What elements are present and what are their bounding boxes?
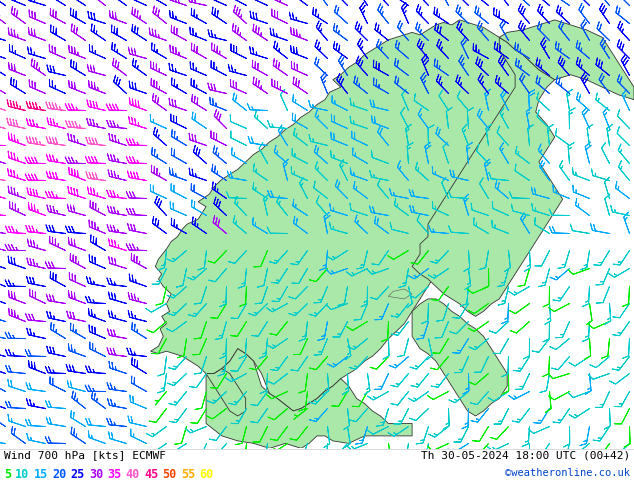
Polygon shape — [412, 37, 563, 317]
Text: ©weatheronline.co.uk: ©weatheronline.co.uk — [505, 468, 630, 478]
Text: 15: 15 — [34, 468, 48, 481]
Text: 50: 50 — [162, 468, 177, 481]
Text: 45: 45 — [144, 468, 158, 481]
Text: 60: 60 — [199, 468, 214, 481]
Text: 10: 10 — [15, 468, 29, 481]
Text: 35: 35 — [107, 468, 122, 481]
Text: Wind 700 hPa [kts] ECMWF: Wind 700 hPa [kts] ECMWF — [4, 450, 166, 460]
Text: 40: 40 — [126, 468, 140, 481]
Text: 55: 55 — [181, 468, 195, 481]
Polygon shape — [206, 368, 246, 416]
Polygon shape — [388, 289, 412, 299]
Polygon shape — [206, 349, 412, 448]
Text: 20: 20 — [52, 468, 66, 481]
Polygon shape — [412, 299, 507, 416]
Polygon shape — [500, 20, 634, 99]
Polygon shape — [150, 20, 539, 411]
Text: 30: 30 — [89, 468, 103, 481]
Text: 25: 25 — [70, 468, 85, 481]
Text: 5: 5 — [4, 468, 11, 481]
Text: Th 30-05-2024 18:00 UTC (00+42): Th 30-05-2024 18:00 UTC (00+42) — [421, 450, 630, 460]
